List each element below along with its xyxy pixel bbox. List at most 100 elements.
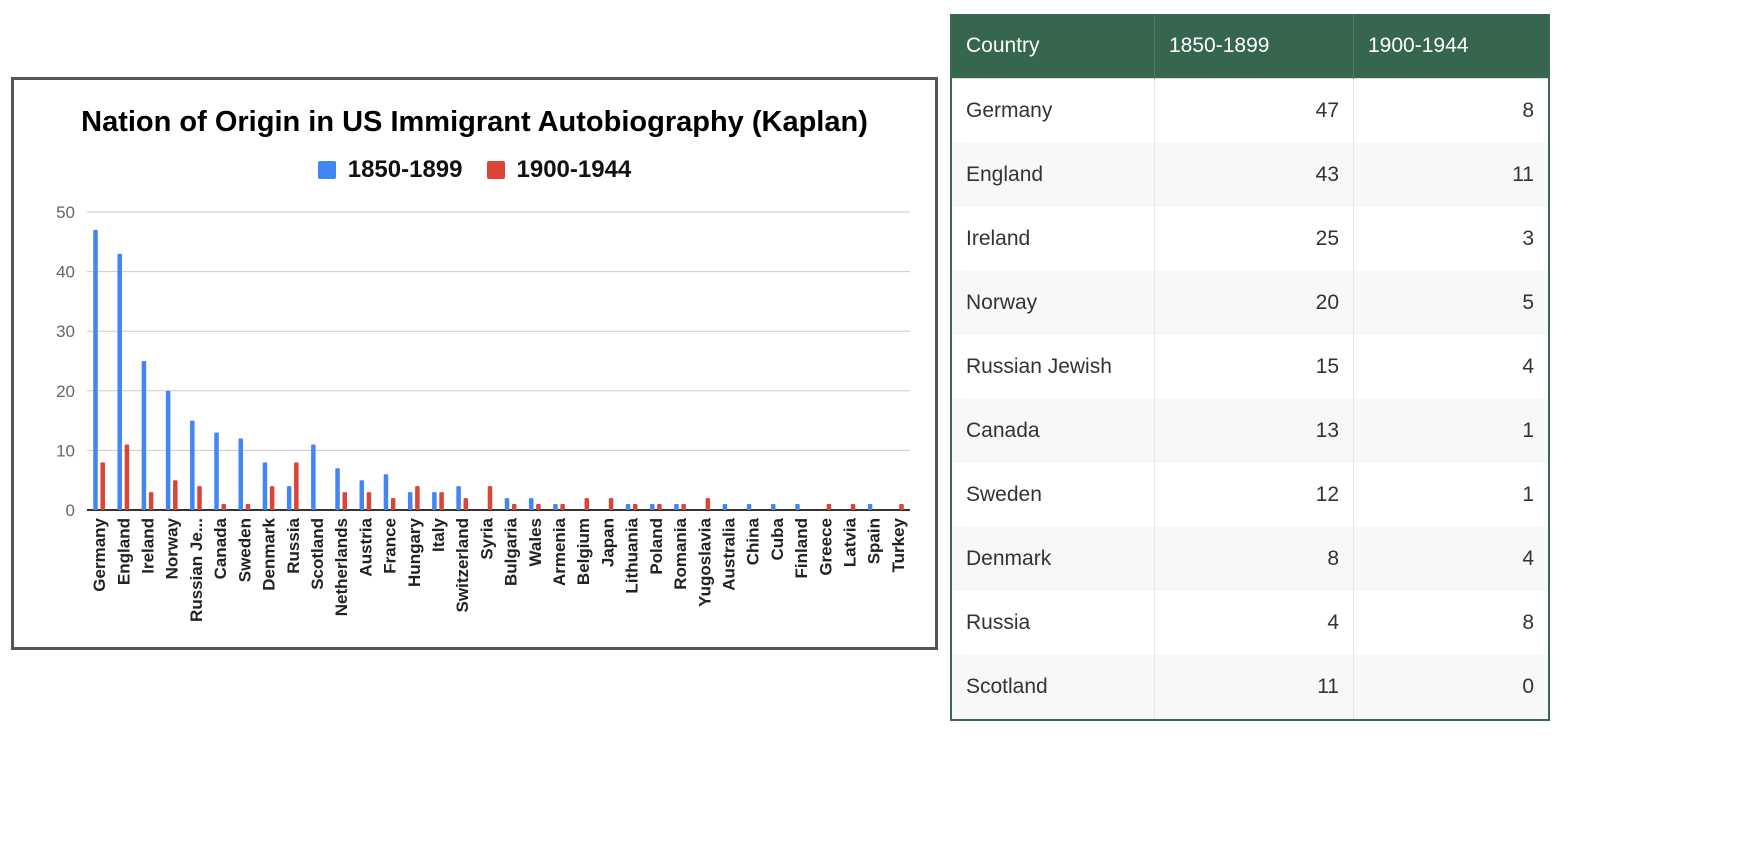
bar-1850-1899 bbox=[214, 432, 219, 510]
x-tick-label: Switzerland bbox=[453, 518, 472, 612]
bar-1900-1944 bbox=[899, 504, 904, 510]
bar-1850-1899 bbox=[286, 486, 292, 510]
bar-1850-1899 bbox=[238, 438, 243, 510]
bar-1850-1899 bbox=[625, 504, 631, 510]
table-cell-country: Russian Jewish bbox=[951, 335, 1155, 399]
table-header-country[interactable]: Country bbox=[951, 14, 1155, 79]
x-tick-label: France bbox=[381, 518, 400, 574]
chart-legend: 1850-1899 1900-1944 bbox=[14, 156, 935, 184]
table-cell-1900-1944: 0 bbox=[1353, 655, 1549, 720]
x-tick-label: Poland bbox=[647, 518, 666, 575]
bar-1900-1944 bbox=[197, 486, 202, 510]
bar-1900-1944 bbox=[124, 444, 130, 510]
bar-1900-1944 bbox=[584, 498, 590, 510]
table-cell-country: Russia bbox=[951, 591, 1155, 655]
table-cell-country: Norway bbox=[951, 271, 1155, 335]
table-row: Germany 47 8 bbox=[951, 78, 1549, 143]
x-tick-label: Germany bbox=[90, 517, 109, 591]
table-row: England 43 11 bbox=[951, 143, 1549, 207]
chart-container: Nation of Origin in US Immigrant Autobio… bbox=[11, 77, 938, 650]
legend-item-1850-1899[interactable]: 1850-1899 bbox=[317, 156, 463, 184]
table-body: Germany 47 8 England 43 11 Ireland 25 3 Norway 20 5… bbox=[951, 78, 1549, 720]
bar-1900-1944 bbox=[342, 492, 348, 510]
x-tick-label: England bbox=[114, 518, 133, 585]
legend-label-1900-1944: 1900-1944 bbox=[516, 156, 632, 183]
table-header-1850-1899[interactable]: 1850-1899 bbox=[1154, 14, 1354, 79]
bar-1850-1899 bbox=[93, 229, 98, 510]
table-cell-country: Germany bbox=[951, 78, 1155, 143]
y-tick-label: 0 bbox=[66, 501, 75, 520]
table-cell-1900-1944: 5 bbox=[1353, 271, 1549, 335]
table-row: Russian Jewish 15 4 bbox=[951, 335, 1549, 399]
table-cell-1850-1899: 43 bbox=[1154, 143, 1354, 207]
table-cell-1900-1944: 4 bbox=[1353, 527, 1549, 591]
x-tick-label: Cuba bbox=[768, 517, 787, 560]
x-tick-label: Bulgaria bbox=[502, 517, 521, 586]
bar-1900-1944 bbox=[390, 498, 396, 510]
bar-1850-1899 bbox=[504, 498, 510, 510]
chart-title: Nation of Origin in US Immigrant Autobio… bbox=[81, 106, 868, 138]
y-tick-label: 20 bbox=[56, 382, 75, 401]
table-header-row: Country 1850-1899 1900-1944 bbox=[951, 14, 1549, 79]
bar-1900-1944 bbox=[173, 480, 178, 510]
table-cell-1900-1944: 8 bbox=[1353, 78, 1549, 143]
bar-1900-1944 bbox=[826, 504, 832, 510]
table-cell-1900-1944: 1 bbox=[1522, 483, 1534, 506]
table-cell-1900-1944: 11 bbox=[1353, 143, 1549, 207]
x-tick-label: Romania bbox=[671, 517, 690, 589]
table-cell-1900-1944: 3 bbox=[1522, 227, 1534, 250]
table-cell-1900-1944: 1 bbox=[1353, 399, 1549, 463]
table-cell-1850-1899: 12 bbox=[1154, 463, 1354, 527]
table-cell-country: Sweden bbox=[951, 463, 1155, 527]
table-cell-1900-1944: 4 bbox=[1522, 355, 1534, 378]
table-cell-1850-1899: 8 bbox=[1154, 527, 1354, 591]
bar-1850-1899 bbox=[117, 253, 122, 510]
bar-1850-1899 bbox=[771, 504, 776, 510]
x-tick-label: Canada bbox=[211, 517, 230, 579]
bar-1850-1899 bbox=[553, 504, 558, 510]
bar-1850-1899 bbox=[432, 492, 437, 510]
bar-1900-1944 bbox=[657, 504, 662, 510]
legend-item-1900-1944[interactable]: 1900-1944 bbox=[486, 156, 632, 184]
x-tick-label: Armenia bbox=[550, 517, 569, 586]
table-cell-1900-1944: 8 bbox=[1522, 611, 1534, 634]
x-tick-label: Russia bbox=[284, 517, 303, 573]
x-tick-label: Lithuania bbox=[623, 517, 642, 593]
bar-1850-1899 bbox=[262, 462, 268, 510]
bar-1850-1899 bbox=[674, 504, 679, 510]
bar-1900-1944 bbox=[439, 492, 444, 510]
x-tick-label: Syria bbox=[477, 517, 496, 559]
x-tick-label: Greece bbox=[816, 518, 835, 576]
bar-1850-1899 bbox=[359, 480, 365, 510]
table-row: Russia 4 8 bbox=[951, 591, 1549, 655]
x-tick-label: Austria bbox=[356, 517, 375, 576]
bar-1900-1944 bbox=[463, 498, 469, 510]
x-tick-label: Norway bbox=[163, 517, 182, 579]
x-tick-label: Ireland bbox=[139, 518, 158, 574]
table-cell-1850-1899: 11 bbox=[1154, 655, 1354, 720]
table-header-1900-1944[interactable]: 1900-1944 bbox=[1353, 14, 1549, 79]
x-tick-label: Russian Je... bbox=[187, 518, 206, 622]
x-tick-label: Hungary bbox=[405, 517, 424, 587]
bar-1850-1899 bbox=[867, 504, 873, 510]
x-tick-label: Japan bbox=[598, 518, 617, 567]
table-cell-country: Denmark bbox=[951, 527, 1155, 591]
bar-1900-1944 bbox=[294, 462, 299, 510]
data-table: Country 1850-1899 1900-1944 Germany 47 8 En… bbox=[950, 14, 1550, 721]
table-row: Denmark 8 4 bbox=[951, 527, 1549, 591]
bar-1850-1899 bbox=[795, 504, 800, 510]
x-tick-label: Wales bbox=[526, 518, 545, 567]
y-tick-label: 30 bbox=[56, 322, 75, 341]
x-tick-label: Latvia bbox=[840, 517, 859, 567]
x-tick-label: Sweden bbox=[235, 518, 254, 582]
bar-1850-1899 bbox=[456, 486, 461, 510]
table-row: Canada 13 1 bbox=[951, 399, 1549, 463]
legend-label-1850-1899: 1850-1899 bbox=[347, 156, 463, 183]
table-cell-1850-1899: 20 bbox=[1154, 271, 1354, 335]
bar-1850-1899 bbox=[311, 444, 316, 510]
y-tick-label: 40 bbox=[56, 263, 75, 282]
table-cell-country: Canada bbox=[951, 399, 1155, 463]
bar-1900-1944 bbox=[100, 462, 105, 510]
bar-1900-1944 bbox=[850, 504, 856, 510]
bar-1900-1944 bbox=[560, 504, 565, 510]
